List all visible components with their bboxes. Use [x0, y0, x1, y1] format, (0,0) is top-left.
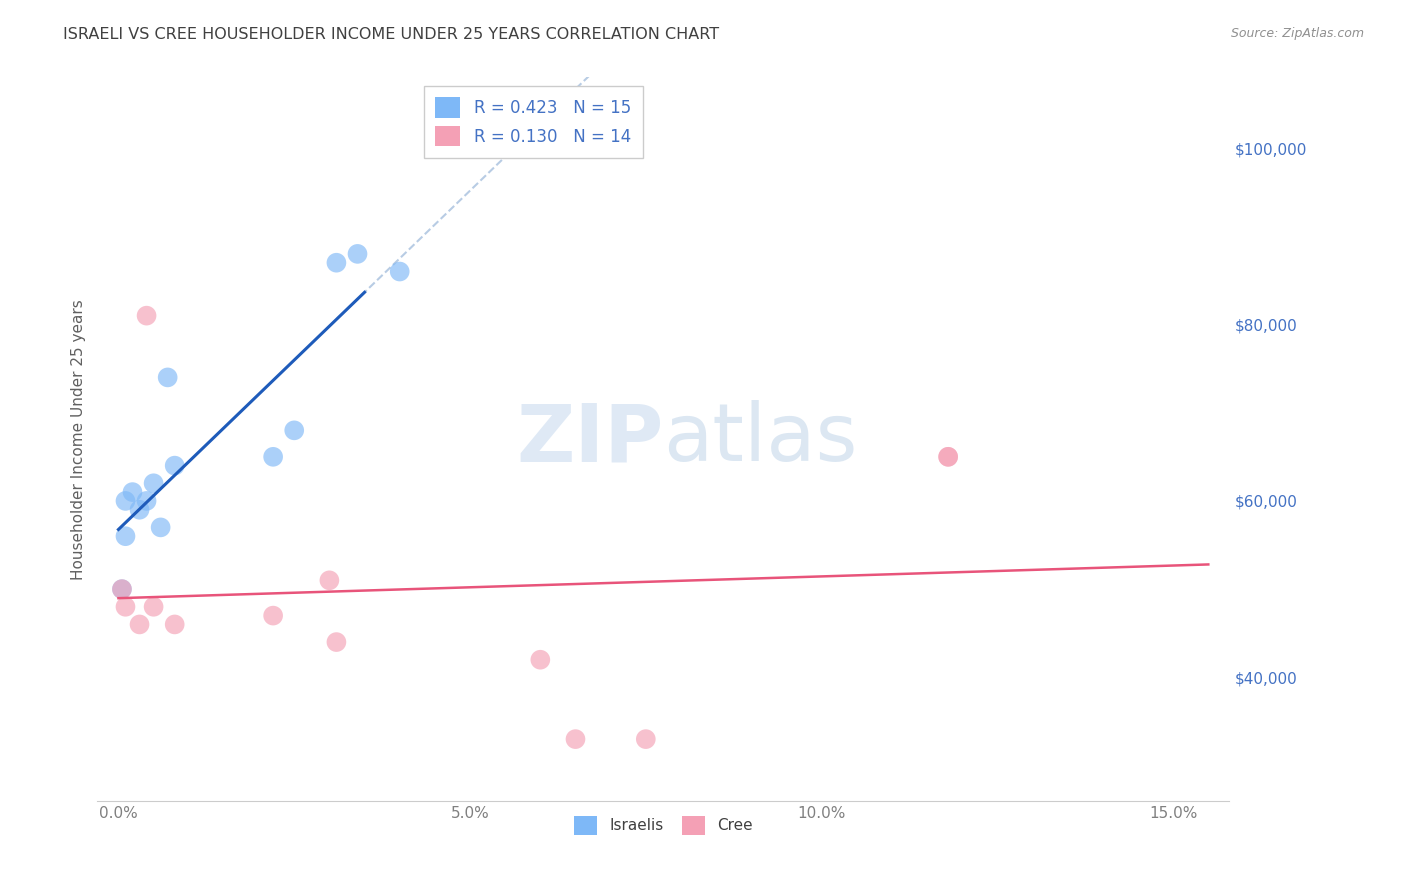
Point	[318, 574, 340, 588]
Point	[634, 732, 657, 747]
Text: Source: ZipAtlas.com: Source: ZipAtlas.com	[1230, 27, 1364, 40]
Text: ISRAELI VS CREE HOUSEHOLDER INCOME UNDER 25 YEARS CORRELATION CHART: ISRAELI VS CREE HOUSEHOLDER INCOME UNDER…	[63, 27, 720, 42]
Point	[156, 370, 179, 384]
Point	[142, 599, 165, 614]
Point	[262, 450, 284, 464]
Y-axis label: Householder Income Under 25 years: Householder Income Under 25 years	[72, 299, 86, 580]
Point	[135, 494, 157, 508]
Point	[114, 494, 136, 508]
Point	[325, 635, 347, 649]
Point	[121, 485, 143, 500]
Point	[163, 617, 186, 632]
Point	[128, 502, 150, 516]
Point	[564, 732, 586, 747]
Text: ZIP: ZIP	[516, 401, 664, 478]
Point	[111, 582, 134, 596]
Point	[128, 617, 150, 632]
Legend: Israelis, Cree: Israelis, Cree	[565, 807, 762, 844]
Point	[325, 256, 347, 270]
Point	[149, 520, 172, 534]
Point	[114, 599, 136, 614]
Text: atlas: atlas	[664, 401, 858, 478]
Point	[262, 608, 284, 623]
Point	[111, 582, 134, 596]
Point	[163, 458, 186, 473]
Point	[135, 309, 157, 323]
Point	[142, 476, 165, 491]
Point	[388, 264, 411, 278]
Point	[529, 653, 551, 667]
Point	[936, 450, 959, 464]
Point	[346, 247, 368, 261]
Point	[114, 529, 136, 543]
Point	[936, 450, 959, 464]
Point	[283, 423, 305, 437]
